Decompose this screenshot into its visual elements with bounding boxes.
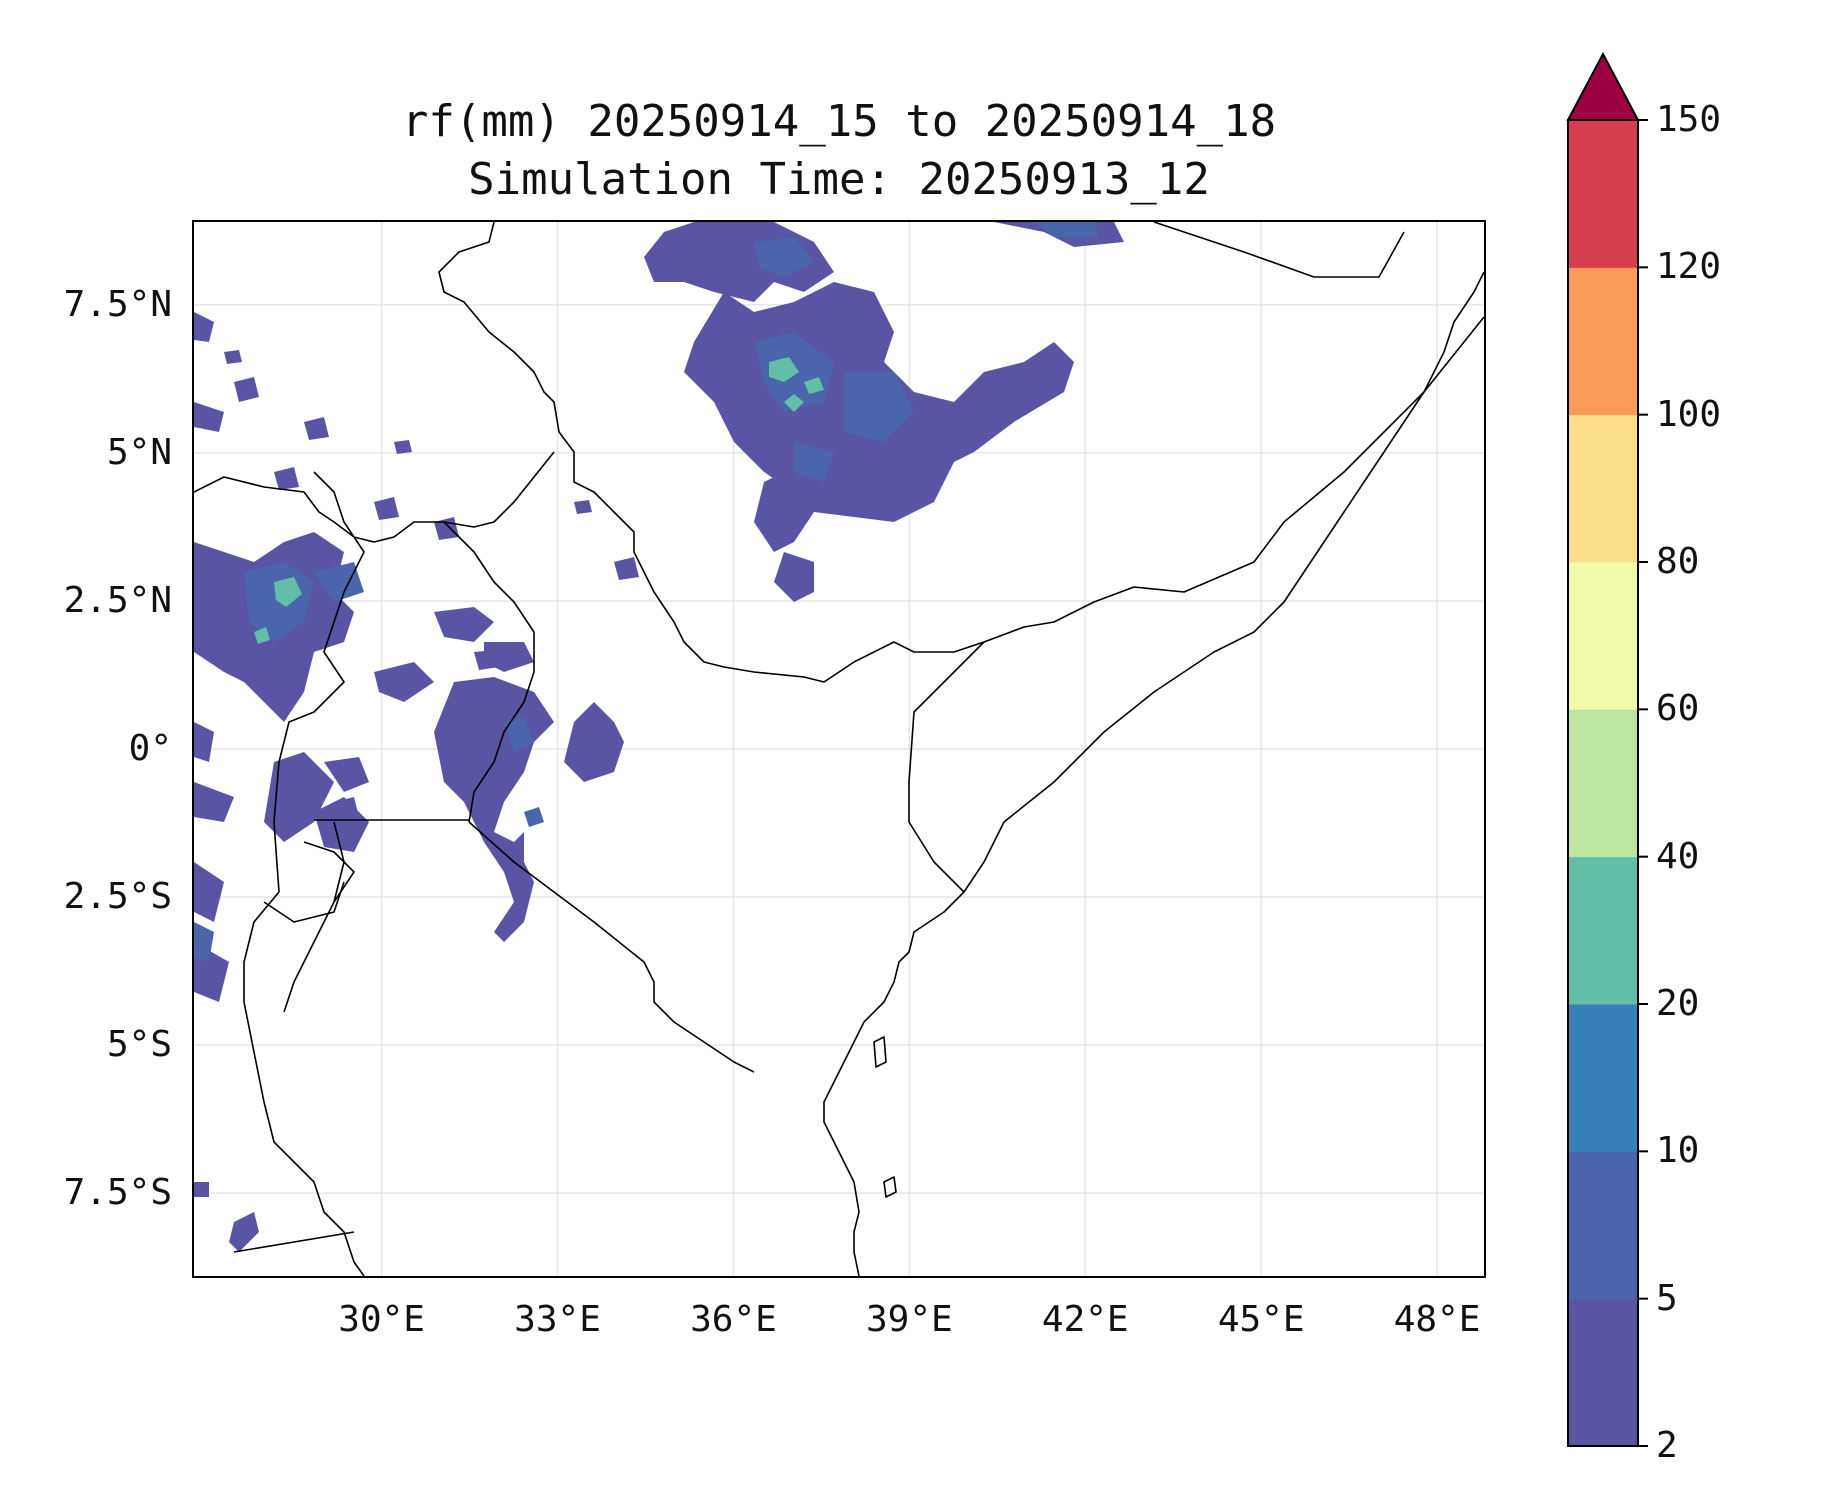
plot-title-line-1: rf(mm) 20250914_15 to 20250914_18: [401, 96, 1277, 147]
kenya-somalia-border: [908, 641, 985, 893]
colorbar-tick-label: 2: [1656, 1425, 1678, 1466]
south-sudan-south-border: [194, 451, 555, 543]
colorbar-tick-label: 5: [1656, 1277, 1678, 1319]
rain-cluster-uganda-peak: [254, 577, 302, 644]
rain-cluster-ethiopia-peak: [769, 357, 824, 412]
lake-region-border: [263, 881, 345, 923]
colorbar-extend-arrow: [1566, 51, 1640, 121]
lake-victoria-west: [333, 821, 345, 903]
colorbar-segment: [1568, 1004, 1638, 1152]
lon-tick-label: 39°E: [866, 1299, 953, 1340]
lat-tick-label: 0°: [128, 728, 172, 769]
rain-cluster-lake-victoria: [314, 607, 624, 942]
kenya-tanzania-border: [468, 821, 755, 1073]
rainfall-field: [194, 222, 1124, 1252]
colorbar-segment: [1568, 414, 1638, 563]
lon-tick-label: 42°E: [1041, 1299, 1129, 1340]
rain-cluster-ethiopia-core: [754, 222, 1099, 482]
country-borders: [194, 222, 1484, 1276]
uganda-kenya-border: [443, 521, 535, 823]
colorbar-tick-label: 150: [1656, 99, 1722, 140]
colorbar-segment: [1568, 120, 1638, 268]
colorbar-outline: [1567, 119, 1639, 1447]
lon-tick-label: 36°E: [690, 1299, 777, 1340]
zanzibar-island: [873, 1036, 887, 1068]
tanzania-west-border: [243, 891, 365, 1276]
colorbar-segment: [1568, 856, 1638, 1005]
uganda-drc-border: [273, 471, 365, 893]
map-panel: [192, 220, 1486, 1278]
colorbar-tick-label: 40: [1656, 835, 1700, 877]
lat-tick-label: 5°S: [106, 1024, 172, 1066]
lake-tanganyika-east: [283, 841, 355, 1013]
mafia-island: [883, 1176, 897, 1198]
rain-cluster-southwest: [194, 1182, 259, 1252]
colorbar-tick-label: 120: [1656, 246, 1722, 288]
colorbar-tick-label: 20: [1656, 983, 1700, 1024]
lat-tick-label: 2.5°N: [63, 579, 172, 621]
south-sudan-ethiopia-border: [438, 222, 985, 683]
lat-tick-label: 7.5°S: [63, 1172, 172, 1214]
lat-tick-label: 2.5°S: [63, 876, 172, 918]
colorbar-tick-label: 100: [1656, 393, 1722, 435]
rain-cluster-north-scatter: [194, 350, 639, 670]
lat-tick-label: 5°N: [106, 431, 172, 473]
lon-tick-label: 48°E: [1393, 1299, 1481, 1340]
eritrea-djibouti-border: [1153, 222, 1405, 278]
colorbar: [1566, 51, 1648, 1447]
lat-tick-label: 7.5°N: [63, 283, 172, 325]
map-canvas: [194, 222, 1484, 1276]
colorbar-tick-label: 80: [1656, 541, 1700, 582]
colorbar-segment: [1568, 1151, 1638, 1300]
rain-cluster-kenya-west: [504, 717, 544, 827]
kenya-tanzania-coast: [823, 891, 965, 1276]
gridlines: [194, 222, 1484, 1276]
colorbar-segment: [1568, 267, 1638, 416]
lon-tick-label: 45°E: [1217, 1299, 1305, 1340]
colorbar-tick-label: 60: [1656, 688, 1700, 730]
somalia-coast: [963, 271, 1484, 893]
lon-tick-label: 33°E: [514, 1299, 601, 1340]
colorbar-segment: [1568, 1298, 1638, 1447]
lon-tick-label: 30°E: [338, 1299, 425, 1340]
colorbar-tick-label: 10: [1656, 1130, 1700, 1172]
colorbar-segment: [1568, 709, 1638, 858]
plot-title-line-2: Simulation Time: 20250913_12: [468, 154, 1210, 205]
tanzania-zambia-border: [233, 1231, 355, 1253]
colorbar-segment: [1568, 562, 1638, 710]
